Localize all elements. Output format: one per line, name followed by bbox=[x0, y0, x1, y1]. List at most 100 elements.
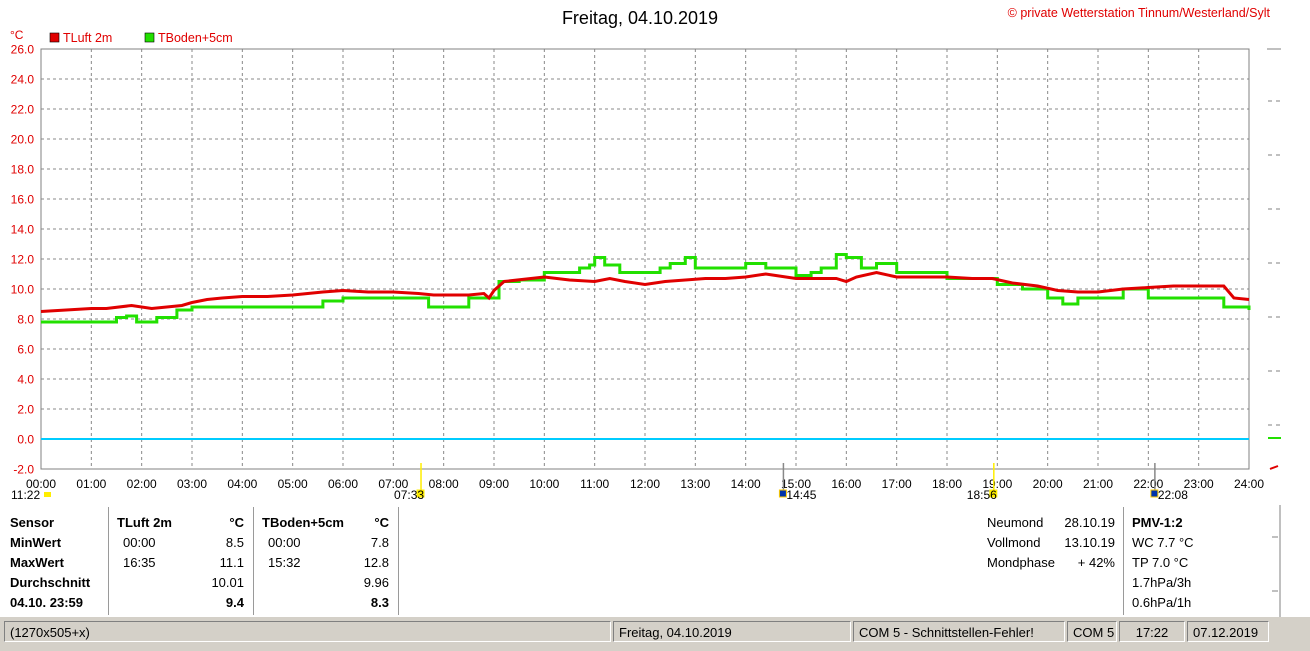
y-tick-label: 18.0 bbox=[11, 163, 35, 177]
tboden-unit: °C bbox=[374, 515, 389, 530]
tluft-current: 9.4 bbox=[225, 595, 244, 610]
marker-label: 18:56 bbox=[967, 488, 997, 502]
legend-label-tluft: TLuft 2m bbox=[63, 31, 112, 45]
x-tick-label: 00:00 bbox=[26, 477, 56, 491]
x-tick-label: 17:00 bbox=[882, 477, 912, 491]
y-tick-label: 4.0 bbox=[17, 373, 34, 387]
current-label: 04.10. 23:59 bbox=[10, 595, 84, 610]
grid bbox=[41, 49, 1249, 469]
y-tick-label: -2.0 bbox=[13, 463, 34, 477]
pmv-wc: WC 7.7 °C bbox=[1132, 535, 1194, 550]
pmv-pressure-1h: 0.6hPa/1h bbox=[1132, 595, 1192, 610]
tluft-avg: 10.01 bbox=[211, 575, 244, 590]
legend-swatch-tluft bbox=[49, 32, 60, 43]
tboden-min: 7.8 bbox=[370, 535, 389, 550]
x-tick-label: 21:00 bbox=[1083, 477, 1113, 491]
series bbox=[40, 253, 1251, 440]
pmv-title: PMV-1:2 bbox=[1132, 515, 1183, 530]
legend-swatch-tboden bbox=[144, 32, 155, 43]
marker-label: 14:45 bbox=[786, 488, 816, 502]
temperature-chart: 26.0 24.0 22.0 20.0 18.0 16.0 14.0 12.0 10.0 8.0 6… bbox=[10, 6, 1281, 502]
y-tick-label: 22.0 bbox=[11, 103, 35, 117]
y-tick-label: 20.0 bbox=[11, 133, 35, 147]
marker-label-extra: 11:22 bbox=[11, 488, 40, 502]
tluft-unit: °C bbox=[229, 515, 244, 530]
y-tick-label: 0.0 bbox=[17, 433, 34, 447]
mondphase-value: + 42% bbox=[1077, 555, 1115, 570]
tluft-header: TLuft 2m bbox=[117, 515, 172, 530]
x-tick-label: 24:00 bbox=[1234, 477, 1264, 491]
marker-label: 07:33 bbox=[394, 488, 424, 502]
marker-square bbox=[989, 489, 998, 498]
tboden-min-time: 00:00 bbox=[268, 535, 301, 550]
info-panel: Sensor MinWert MaxWert Durchschnitt 04.1… bbox=[0, 505, 1272, 617]
x-tick-label: 01:00 bbox=[76, 477, 106, 491]
x-tick-label: 23:00 bbox=[1184, 477, 1214, 491]
vollmond-date: 13.10.19 bbox=[1064, 535, 1115, 550]
x-tick-label: 12:00 bbox=[630, 477, 660, 491]
status-today: 07.12.2019 bbox=[1187, 621, 1269, 642]
y-unit: °C bbox=[10, 28, 24, 42]
marker-square bbox=[416, 489, 425, 498]
neumond-label: Neumond bbox=[987, 515, 1044, 530]
x-tick-label: 09:00 bbox=[479, 477, 509, 491]
series-tboden-line bbox=[41, 253, 1251, 324]
x-tick-label: 03:00 bbox=[177, 477, 207, 491]
tluft-min: 8.5 bbox=[225, 535, 244, 550]
right-strip bbox=[1272, 505, 1310, 617]
x-tick-label: 15:00 bbox=[781, 477, 811, 491]
x-tick-label: 10:00 bbox=[529, 477, 559, 491]
status-date: Freitag, 04.10.2019 bbox=[613, 621, 851, 642]
tboden-header: TBoden+5cm bbox=[262, 515, 344, 530]
x-tick-label: 04:00 bbox=[227, 477, 257, 491]
max-label: MaxWert bbox=[10, 555, 64, 570]
copyright: © private Wetterstation Tinnum/Westerlan… bbox=[1008, 6, 1271, 20]
tluft-max-time: 16:35 bbox=[123, 555, 156, 570]
tluft-min-time: 00:00 bbox=[123, 535, 156, 550]
right-tluft-indicator bbox=[1269, 465, 1279, 470]
status-bar: (1270x505+x) Freitag, 04.10.2019 COM 5 -… bbox=[0, 617, 1310, 651]
marker-square bbox=[1150, 489, 1159, 498]
sun-moon-markers: 07:33 14:45 18:56 22:08 11:22 bbox=[11, 463, 1188, 502]
vollmond-label: Vollmond bbox=[987, 535, 1041, 550]
y-tick-label: 24.0 bbox=[11, 73, 35, 87]
tboden-max: 12.8 bbox=[363, 555, 389, 570]
x-tick-label: 14:00 bbox=[731, 477, 761, 491]
legend-label-tboden: TBoden+5cm bbox=[158, 31, 233, 45]
mondphase-label: Mondphase bbox=[987, 555, 1055, 570]
status-size: (1270x505+x) bbox=[4, 621, 611, 642]
x-tick-label: 16:00 bbox=[831, 477, 861, 491]
pmv-pressure-3h: 1.7hPa/3h bbox=[1132, 575, 1192, 590]
status-error: COM 5 - Schnittstellen-Fehler! bbox=[853, 621, 1065, 642]
marker-label: 22:08 bbox=[1158, 488, 1188, 502]
chart-title: Freitag, 04.10.2019 bbox=[562, 8, 718, 28]
x-tick-label: 06:00 bbox=[328, 477, 358, 491]
tboden-current: 8.3 bbox=[370, 595, 389, 610]
tluft-max: 11.1 bbox=[219, 555, 244, 570]
neumond-date: 28.10.19 bbox=[1064, 515, 1115, 530]
sensor-label: Sensor bbox=[10, 515, 55, 530]
x-tick-label: 13:00 bbox=[680, 477, 710, 491]
marker-square bbox=[44, 492, 51, 497]
series-tluft-line bbox=[40, 270, 1250, 313]
y-tick-label: 8.0 bbox=[17, 313, 34, 327]
x-tick-label: 02:00 bbox=[127, 477, 157, 491]
y-tick-label: 10.0 bbox=[11, 283, 35, 297]
x-tick-label: 20:00 bbox=[1033, 477, 1063, 491]
y-tick-label: 16.0 bbox=[11, 193, 35, 207]
y-tick-label: 2.0 bbox=[17, 403, 34, 417]
min-label: MinWert bbox=[10, 535, 62, 550]
status-port: COM 5 bbox=[1067, 621, 1117, 642]
x-tick-label: 08:00 bbox=[429, 477, 459, 491]
y-tick-label: 6.0 bbox=[17, 343, 34, 357]
pmv-tp: TP 7.0 °C bbox=[1132, 555, 1189, 570]
plot-frame bbox=[40, 48, 1250, 470]
x-tick-label: 05:00 bbox=[278, 477, 308, 491]
x-tick-label: 18:00 bbox=[932, 477, 962, 491]
right-scale-ticks bbox=[1267, 48, 1281, 470]
x-tick-label: 11:00 bbox=[580, 477, 609, 491]
y-tick-label: 26.0 bbox=[11, 43, 35, 57]
status-time: 17:22 bbox=[1119, 621, 1185, 642]
axes: 26.0 24.0 22.0 20.0 18.0 16.0 14.0 12.0 10.0 8.0 6… bbox=[11, 43, 1265, 492]
x-tick-label: 07:00 bbox=[378, 477, 408, 491]
